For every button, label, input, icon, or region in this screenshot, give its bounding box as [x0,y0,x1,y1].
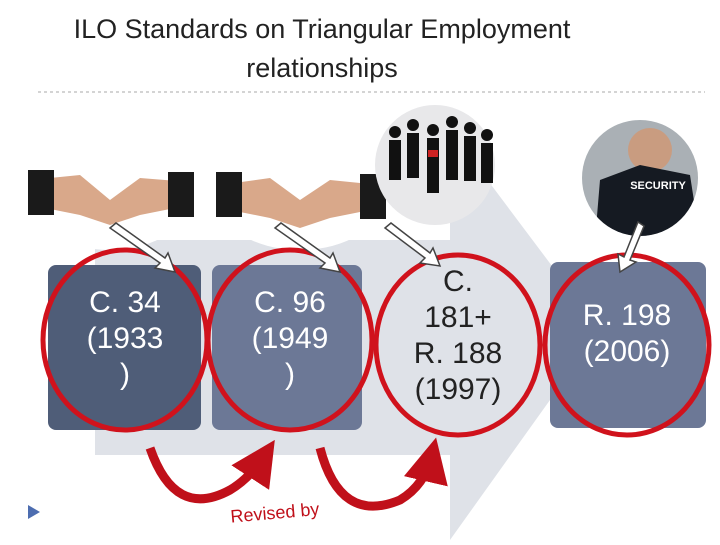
box-text: C. [443,265,473,298]
highlight-ring [40,247,712,438]
pointer-arrow [108,220,645,274]
box-text: C. 96 [254,286,326,319]
people-photo [375,105,495,225]
box-text: (1949 [252,322,329,355]
box-text: (2006) [584,335,671,368]
title-line: relationships [246,53,398,83]
box [212,265,362,430]
box [48,265,201,430]
box-text: R. 188 [414,337,502,370]
box [550,262,706,428]
security-photo: SECURITY [582,120,698,236]
box-text: 181+ [424,301,492,334]
box-text: (1997) [415,373,502,406]
box-text: (1933 [87,322,164,355]
box-text: R. 198 [583,299,671,332]
box-text: ) [120,358,130,391]
box-text: ) [285,358,295,391]
title-line: ILO Standards on Triangular Employment [74,14,571,44]
bullet [28,505,40,519]
handshake-photo [28,140,194,250]
patch: SECURITY [630,180,686,192]
revised-label: Revised by [230,499,320,527]
handshake-photo [215,140,386,250]
box-text: C. 34 [89,286,161,319]
revision-arrow [145,437,448,511]
